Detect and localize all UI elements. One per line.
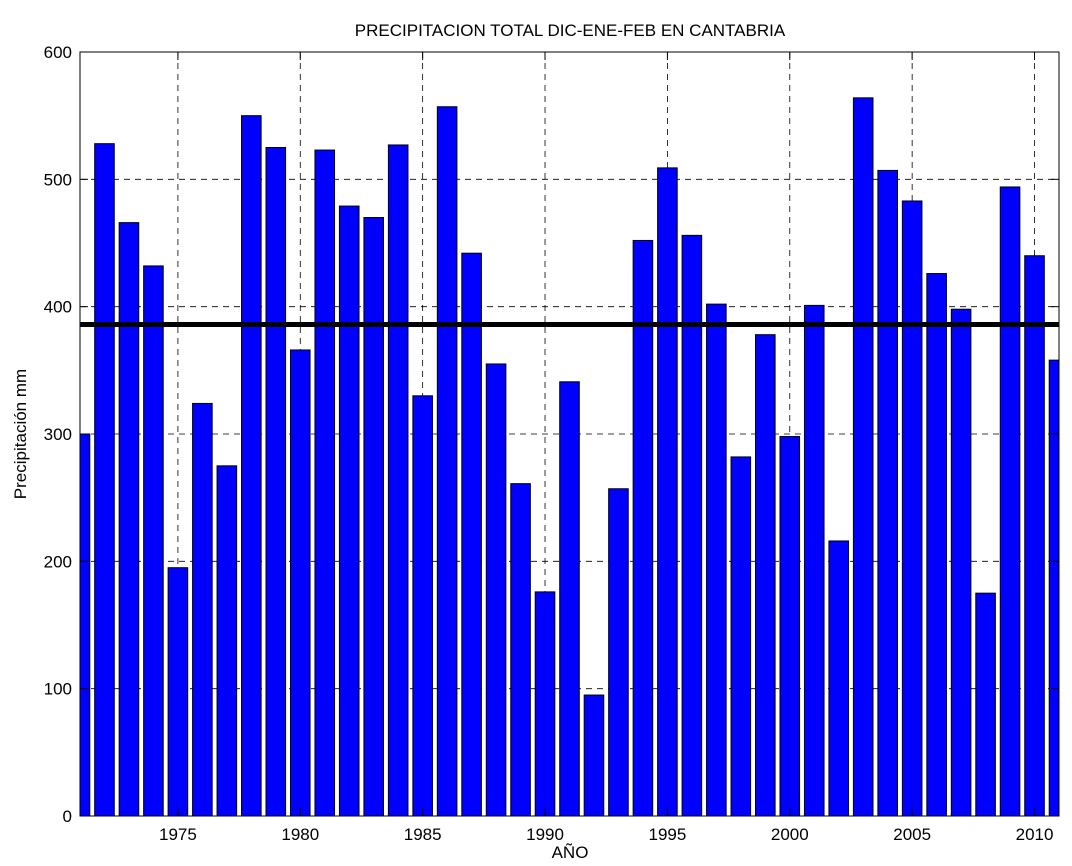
y-tick-label: 100: [44, 680, 72, 699]
y-tick-label: 600: [44, 43, 72, 62]
bar: [926, 273, 947, 816]
x-tick-label: 1975: [159, 825, 197, 844]
bar: [706, 303, 727, 816]
bar: [412, 395, 433, 816]
bar: [852, 97, 874, 816]
y-tick-label: 500: [44, 170, 72, 189]
plot-frame: [79, 51, 1060, 817]
bar: [999, 186, 1021, 816]
bar: [363, 217, 384, 816]
x-tick-label: 2005: [893, 825, 931, 844]
bar: [779, 436, 801, 816]
bar: [461, 252, 482, 816]
bar: [118, 222, 140, 816]
ticks: 0 100 200 300 400 500 600 1975 1980 1985 1990 1995 2…: [44, 43, 1059, 844]
bar: [657, 167, 678, 816]
bar: [94, 143, 115, 816]
y-tick-label: 300: [44, 425, 72, 444]
bar: [583, 694, 605, 816]
bar: [289, 349, 311, 816]
y-tick-label: 200: [44, 552, 72, 571]
bar: [265, 147, 287, 816]
bar: [314, 149, 336, 816]
bar: [241, 115, 262, 816]
bar: [143, 265, 164, 816]
bar: [755, 334, 776, 816]
bar: [608, 488, 629, 816]
x-tick-label: 1990: [526, 825, 564, 844]
y-axis-label: Precipitación mm: [11, 369, 30, 499]
bar: [338, 205, 360, 816]
bar: [436, 106, 458, 816]
bar: [510, 483, 531, 816]
bar: [803, 304, 825, 816]
x-axis-label: AÑO: [552, 843, 589, 862]
bar: [559, 381, 580, 816]
bar: [975, 592, 996, 816]
bar: [192, 402, 213, 816]
y-tick-label: 400: [44, 298, 72, 317]
bar: [950, 308, 972, 816]
x-tick-label: 1995: [648, 825, 686, 844]
bar: [877, 169, 898, 816]
x-tick-label: 1980: [281, 825, 319, 844]
bar: [80, 433, 91, 816]
bar: [216, 465, 238, 816]
bar: [1024, 255, 1045, 816]
bar: [681, 234, 703, 816]
x-tick-label: 1985: [404, 825, 442, 844]
bars: [80, 97, 1059, 816]
bar: [387, 144, 409, 816]
bar: [828, 540, 850, 816]
bar: [730, 456, 752, 816]
y-tick-label: 0: [63, 807, 72, 826]
chart-title: PRECIPITACION TOTAL DIC-ENE-FEB EN CANTA…: [355, 21, 786, 40]
bar: [485, 363, 507, 816]
bar: [632, 239, 654, 816]
bar: [901, 200, 923, 816]
bar: [167, 567, 189, 816]
x-tick-label: 2010: [1016, 825, 1054, 844]
x-tick-label: 2000: [771, 825, 809, 844]
bar: [534, 591, 556, 816]
